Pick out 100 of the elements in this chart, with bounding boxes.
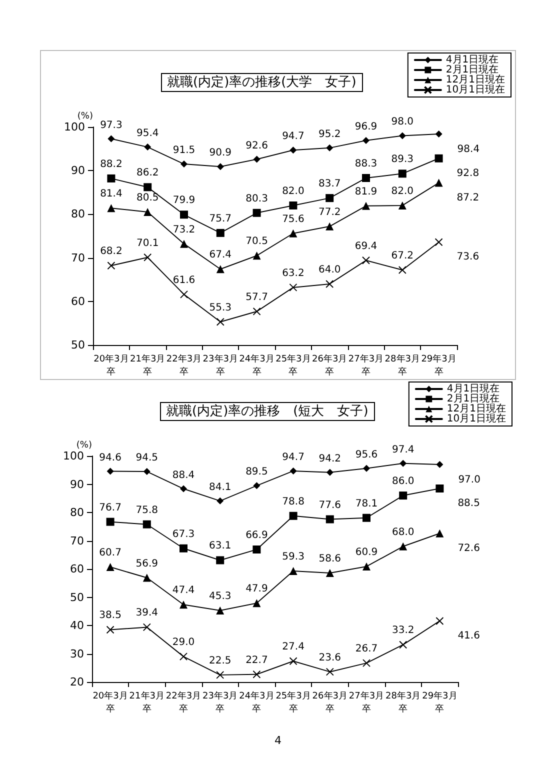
data-label: 61.6 — [172, 274, 196, 286]
data-label: 78.8 — [282, 496, 304, 508]
data-label: 22.7 — [246, 654, 268, 666]
data-label: 94.6 — [99, 452, 122, 464]
point — [362, 137, 370, 144]
data-label: 33.2 — [392, 625, 414, 636]
data-label: 80.3 — [246, 193, 268, 204]
data-label: 55.3 — [209, 302, 232, 314]
point — [362, 659, 370, 668]
data-label: 22.5 — [208, 655, 232, 666]
point — [436, 529, 444, 538]
x-tick-label: 21年3月卒 — [129, 690, 164, 714]
point — [142, 574, 151, 582]
point — [326, 468, 334, 476]
data-label: 96.9 — [354, 122, 378, 133]
point — [216, 265, 224, 274]
point — [144, 253, 152, 262]
x-tick-label: 22年3月卒 — [166, 690, 202, 714]
x-tick-label: 23年3月卒 — [202, 354, 238, 378]
point — [326, 194, 334, 202]
legend-label: 10月1日現在 — [446, 84, 506, 96]
point — [106, 518, 114, 526]
point — [290, 467, 297, 474]
y-tick-label: 40 — [70, 619, 84, 632]
point — [216, 670, 224, 679]
point — [180, 290, 188, 298]
y-tick-label: 90 — [70, 478, 84, 491]
x-tick-label: 26年3月卒 — [312, 690, 348, 714]
y-tick-label: 70 — [71, 251, 85, 264]
point — [106, 563, 114, 572]
legend-label: 10月1日現在 — [446, 412, 506, 424]
data-label: 63.2 — [282, 268, 304, 279]
point — [216, 318, 224, 326]
point — [399, 640, 408, 649]
x-tick-label: 20年3月卒 — [92, 690, 128, 714]
data-label: 70.5 — [246, 236, 268, 248]
data-label: 75.6 — [282, 214, 304, 225]
data-label: 98.0 — [391, 116, 414, 128]
data-label: 72.6 — [458, 542, 480, 554]
data-label: 39.4 — [136, 608, 158, 619]
data-label: 78.1 — [355, 498, 378, 510]
data-label: 84.1 — [208, 482, 232, 493]
point — [326, 144, 334, 152]
data-label: 89.3 — [391, 154, 414, 166]
data-label: 81.4 — [100, 188, 122, 200]
x-tick-label: 22年3月卒 — [166, 354, 202, 378]
x-tick-label: 25年3月卒 — [276, 690, 311, 714]
y-tick-label: 50 — [70, 590, 84, 604]
x-tick-label: 29年3月卒 — [421, 354, 456, 378]
point — [180, 485, 187, 492]
data-label: 79.9 — [172, 195, 196, 206]
data-label: 86.0 — [392, 476, 414, 488]
data-label: 91.5 — [172, 145, 196, 156]
data-label: 82.0 — [391, 186, 414, 197]
point — [107, 262, 116, 270]
x-tick-label: 27年3月卒 — [348, 354, 384, 378]
data-label: 70.1 — [136, 238, 159, 249]
point — [362, 562, 370, 570]
point — [289, 657, 298, 666]
point — [435, 130, 442, 138]
data-label: 76.7 — [99, 502, 122, 514]
point — [216, 163, 224, 170]
data-label: 86.2 — [136, 168, 159, 179]
data-label: 73.2 — [172, 224, 196, 236]
data-label: 83.7 — [318, 178, 341, 190]
point — [106, 626, 114, 634]
point — [290, 146, 297, 154]
x-tick-label: 20年3月卒 — [94, 354, 129, 378]
point — [106, 468, 114, 475]
data-label: 60.9 — [355, 546, 378, 558]
point — [326, 222, 334, 230]
data-label: 97.4 — [392, 444, 414, 456]
y-tick-label: 30 — [70, 647, 84, 660]
point — [434, 238, 443, 246]
point — [289, 283, 298, 292]
point — [398, 170, 406, 178]
legend-label: 12月1日現在 — [446, 74, 506, 86]
point — [436, 484, 444, 492]
point — [399, 492, 408, 500]
data-label: 94.5 — [136, 452, 158, 464]
data-label: 94.2 — [318, 453, 342, 464]
data-label: 68.2 — [100, 246, 122, 258]
legend-label: 12月1日現在 — [446, 402, 506, 414]
point — [326, 280, 334, 288]
point — [398, 201, 406, 210]
data-label: 38.5 — [99, 610, 122, 622]
data-label: 67.4 — [209, 250, 232, 261]
data-label: 97.3 — [100, 120, 122, 131]
chart-title: 就職(内定)率の推移 (短大 女子) — [166, 403, 368, 419]
point — [253, 156, 260, 163]
x-tick-label: 28年3月卒 — [386, 690, 421, 714]
data-label: 45.3 — [208, 591, 232, 602]
data-label: 90.9 — [209, 148, 232, 159]
point — [216, 556, 224, 564]
y-tick-label: 100 — [63, 450, 84, 462]
point — [436, 616, 444, 625]
data-label: 58.6 — [318, 553, 342, 564]
point — [436, 460, 444, 468]
point — [363, 464, 370, 472]
point — [434, 154, 443, 162]
